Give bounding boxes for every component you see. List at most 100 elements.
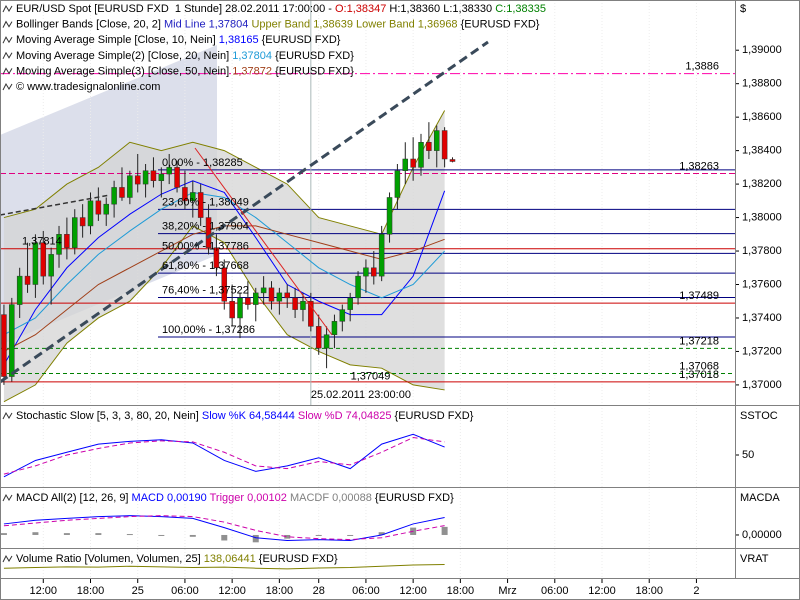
x-tick-label: 12:00 [30,585,58,597]
legend-text: 138,06441 [204,553,256,565]
indicator-line [3,180,446,366]
legend-text: 1,37804 [232,50,272,62]
candle-body [56,234,62,255]
candle-body [24,275,31,285]
histogram-bar [441,526,448,535]
legend-icon [2,411,13,420]
candle-body [253,292,259,305]
x-tick-label: 12:00 [218,585,246,597]
candle-body [363,267,369,277]
candle-body [394,170,401,198]
candle-body [213,247,220,269]
series-line [3,433,445,478]
legend-line: Stochastic Slow [5, 3, 3, 80, 20, Nein] … [16,410,474,422]
legend-line: Moving Average Simple(3) [Close, 50, Nei… [16,65,354,77]
histogram-bar [315,534,322,536]
legend-text: {EURUSD FXD} [391,410,473,422]
legend-text: Slow %D 74,04825 [295,410,392,422]
histogram-bar [126,534,133,536]
y-tick-label: 1,37600 [742,278,782,290]
legend-text: Stochastic Slow [5, 3, 3, 80, 20, Nein] [16,410,202,422]
series-line [3,515,445,541]
x-tick-label: 06:00 [541,585,569,597]
candle-body [79,217,86,227]
y-tick-label: 1,38200 [742,178,782,190]
legend-text: MACDF 0,00088 [287,492,372,504]
legend-text: H:1,38360 L:1,38330 [386,3,495,15]
legend-text: Trigger 0,00102 [207,492,287,504]
legend-text: Upper Band 1,38639 Lower Band 1,36968 [248,19,457,31]
candle-body [103,203,109,215]
legend-icon [2,51,13,60]
level-label: 1,37218 [679,335,719,347]
level-label: 1,37068 [679,360,719,372]
x-tick-label: 2 [693,585,699,597]
x-tick-label: 18:00 [77,585,105,597]
candle-body [245,297,251,305]
fib-label: 50,00% - 1,37786 [162,240,249,252]
legend-text: Moving Average Simple(3) [Close, 50, Nei… [16,65,232,77]
legend-text: Moving Average Simple [Close, 10, Nein] [16,34,219,46]
candle-body [111,187,117,205]
y-tick-label: 1,38600 [742,111,782,123]
trend-line [0,194,111,216]
y-tick-label: 1,37000 [742,379,782,391]
level-label: 1,37489 [679,290,719,302]
candle-body [127,175,133,198]
legend-text: {EURUSD FXD} [272,50,354,62]
candle-body [378,234,385,277]
level-label: 1,3886 [685,61,719,73]
y-tick-label: 1,39000 [742,44,782,56]
candle-body [32,242,39,285]
candle-body [268,287,275,302]
y-tick-label: 1,37400 [742,312,782,324]
candle-body [142,170,149,185]
x-tick-label: 12:00 [588,585,616,597]
x-tick-label: 06:00 [352,585,380,597]
legend-text: Moving Average Simple(2) [Close, 20, Nei… [16,50,232,62]
candle-body [292,297,298,310]
y-tick-label: 0,00000 [742,529,782,541]
x-tick-label: 06:00 [171,585,199,597]
candle-body [1,314,7,377]
level-label: 1,38263 [679,160,719,172]
legend-text: C:1,38335 [495,3,546,15]
series-line [3,437,445,475]
axis-label: $ [740,3,746,15]
fib-label: 23,60% - 1,38049 [162,196,249,208]
legend-text: {EURUSD FXD} [458,19,540,31]
candle-body [418,142,424,168]
candle-body [386,197,393,235]
fib-label: 0,00% - 1,38285 [162,157,243,169]
time-marker-label: 25.02.2011 23:00:00 [311,389,411,401]
fib-label: 61,80% - 1,37668 [162,260,249,272]
lower-band [3,225,445,403]
legend-text: {EURUSD FXD} [256,553,338,565]
upper-band [3,110,446,235]
candle-body [119,187,125,198]
level-label: 1,37018 [679,369,719,381]
x-tick-label: 18:00 [447,585,475,597]
candle-body [64,234,70,248]
candle-body [150,170,157,181]
legend-text: Slow %K 64,58444 [202,410,295,422]
candle-body [300,300,306,310]
candle-body [284,292,290,299]
candle-body [221,267,228,302]
legend-icon [2,493,13,502]
legend-icon [2,67,13,75]
candle-body [331,321,338,335]
x-tick-label: 25 [132,585,144,597]
fib-label: 38,20% - 1,37904 [162,221,249,233]
candle-body [174,167,180,188]
series-line [3,515,445,541]
legend-icon [2,82,13,91]
candle-body [205,217,212,248]
candle-body [355,275,361,299]
overlay-layer: EUR/USD Spot [EURUSD FXD 1 Stunde] 28.02… [2,3,782,597]
legend-text: 1,37872 [232,65,272,77]
axis-label: SSTOC [740,410,778,422]
candle-body [190,192,196,202]
legend-text: Mid Line 1,37804 [164,19,248,31]
candle-body [441,130,448,160]
